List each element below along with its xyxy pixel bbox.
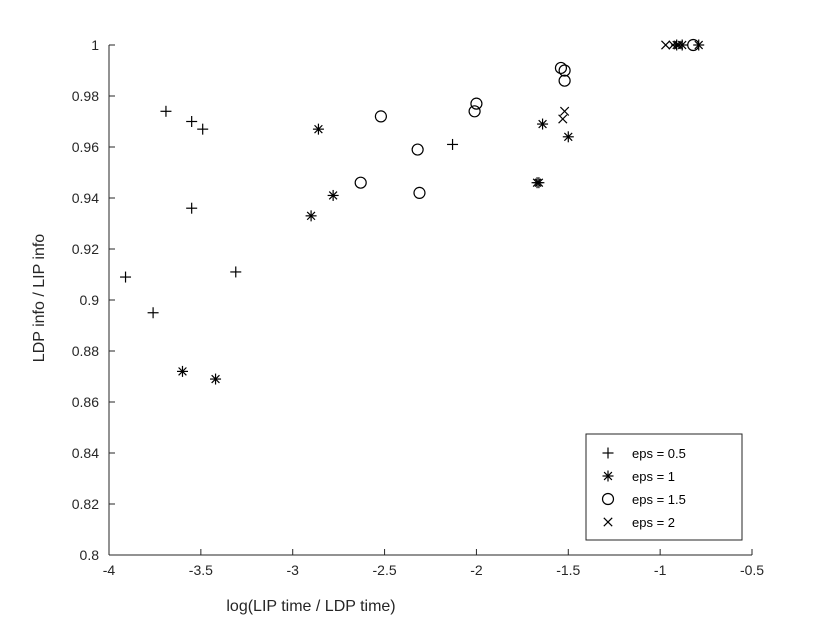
point-plus [147,307,159,319]
point-asterisk [537,118,549,130]
point-plus [186,116,198,127]
x-tick-label: -3.5 [189,562,213,578]
point-plus [230,266,242,278]
x-tick-label: -2.5 [373,562,397,578]
legend-marker-cross [603,517,613,527]
x-tick-label: -3 [286,562,299,578]
point-plus [160,105,172,117]
x-tick-label: -2 [470,562,483,578]
y-tick-label: 0.98 [72,88,99,104]
legend-label: eps = 1.5 [632,492,686,507]
x-tick-label: -1.5 [556,562,580,578]
legend-label: eps = 2 [632,515,675,530]
point-asterisk [562,131,574,143]
legend: eps = 0.5 eps = 1 eps = 1.5 eps = 2 [585,433,743,541]
legend-marker-circle [601,492,615,506]
point-plus [447,138,459,150]
point-circle [558,64,571,77]
axes: -4 -3.5 -3 -2.5 -2 -1.5 -1 -0.5 0.8 0.82 0.84 0.86 0… [72,37,765,578]
point-circle [554,61,568,75]
point-plus [120,271,132,283]
x-axis-label: log(LIP time / LDP time) [226,598,395,615]
y-tick-label: 0.82 [72,496,99,512]
x-tick-label: -1 [654,562,667,578]
point-asterisk [210,373,222,385]
point-plus [197,123,209,135]
point-circle [470,97,483,110]
point-circle [558,74,571,87]
point-asterisk [327,189,339,201]
point-circle [411,143,424,156]
y-tick-label: 1 [91,37,99,53]
y-tick-label: 0.88 [72,343,99,359]
legend-box [585,433,743,541]
y-tick-label: 0.92 [72,241,99,257]
point-asterisk [176,365,188,377]
legend-label: eps = 0.5 [632,446,686,461]
point-circle [374,110,387,123]
point-asterisk [305,210,317,222]
point-cross [558,114,568,124]
point-circle [413,186,426,199]
y-tick-label: 0.8 [80,547,100,563]
y-tick-label: 0.96 [72,139,99,155]
point-circle [354,176,367,189]
x-tick-label: -0.5 [740,562,764,578]
point-circle [687,38,700,52]
legend-marker-plus [602,447,614,459]
point-cross [559,106,570,116]
legend-marker-asterisk [602,470,614,482]
y-tick-label: 0.94 [72,190,99,206]
y-axis-label: LDP info / LIP info [31,234,48,362]
y-tick-label: 0.9 [80,292,100,308]
point-circle [468,105,481,118]
point-asterisk [312,123,324,135]
point-cross [661,40,671,50]
x-tick-label: -4 [103,562,116,578]
point-cross [673,40,684,50]
data-marks [120,38,705,385]
point-plus [186,202,198,214]
point-asterisk [533,177,545,189]
legend-label: eps = 1 [632,469,675,484]
y-tick-label: 0.86 [72,394,99,410]
y-tick-label: 0.84 [72,445,99,461]
